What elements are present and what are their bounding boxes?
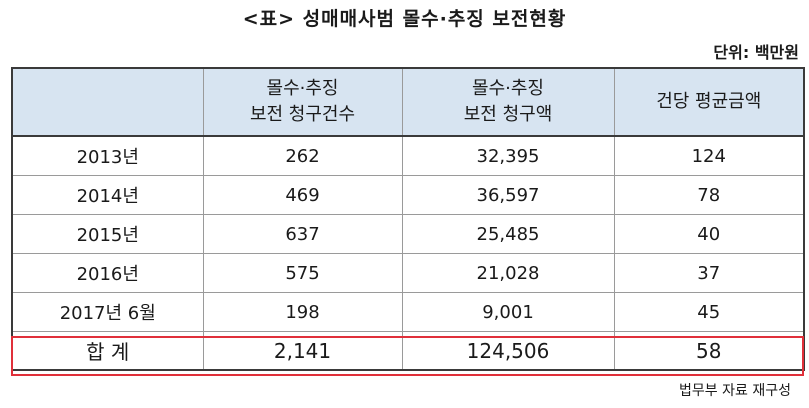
count-cell: 469	[202, 175, 403, 215]
average-cell: 78	[613, 175, 805, 215]
total-row: 합 계 2,141 124,506 58	[11, 331, 805, 371]
count-cell: 198	[202, 292, 403, 332]
count-cell: 637	[202, 214, 403, 254]
average-cell: 40	[613, 214, 805, 254]
total-count-cell: 2,141	[202, 331, 403, 371]
row-label: 2017년 6월	[11, 292, 204, 332]
amount-cell: 36,597	[401, 175, 615, 215]
table-row: 2013년 262 32,395 124	[11, 135, 805, 176]
row-label: 2014년	[11, 175, 204, 215]
header-count-line1: 몰수·추징	[266, 78, 339, 99]
table-row: 2014년 469 36,597 78	[11, 175, 805, 215]
average-cell: 37	[613, 253, 805, 293]
row-label: 2016년	[11, 253, 204, 293]
average-cell: 124	[613, 135, 805, 176]
amount-cell: 25,485	[401, 214, 615, 254]
amount-cell: 32,395	[401, 135, 615, 176]
row-label: 2013년	[11, 135, 204, 176]
amount-cell: 9,001	[401, 292, 615, 332]
header-amount-line1: 몰수·추징	[472, 78, 544, 99]
amount-cell: 21,028	[401, 253, 615, 293]
average-cell: 45	[613, 292, 805, 332]
header-cell-average: 건당 평균금액	[613, 67, 805, 137]
total-amount-cell: 124,506	[401, 331, 615, 371]
header-amount-line2: 보전 청구액	[463, 104, 553, 125]
unit-label: 단위: 백만원	[713, 43, 799, 62]
total-average-cell: 58	[613, 331, 805, 371]
table-title: <표> 성매매사범 몰수·추징 보전현황	[242, 8, 567, 30]
row-label: 2015년	[11, 214, 204, 254]
header-count-line2: 보전 청구건수	[249, 104, 356, 125]
table-row: 2015년 637 25,485 40	[11, 214, 805, 254]
total-label: 합 계	[11, 331, 204, 371]
header-cell-corner	[11, 67, 204, 137]
source-note: 법무부 자료 재구성	[679, 383, 791, 399]
count-cell: 262	[202, 135, 403, 176]
count-cell: 575	[202, 253, 403, 293]
table-row: 2017년 6월 198 9,001 45	[11, 292, 805, 332]
table-row: 2016년 575 21,028 37	[11, 253, 805, 293]
